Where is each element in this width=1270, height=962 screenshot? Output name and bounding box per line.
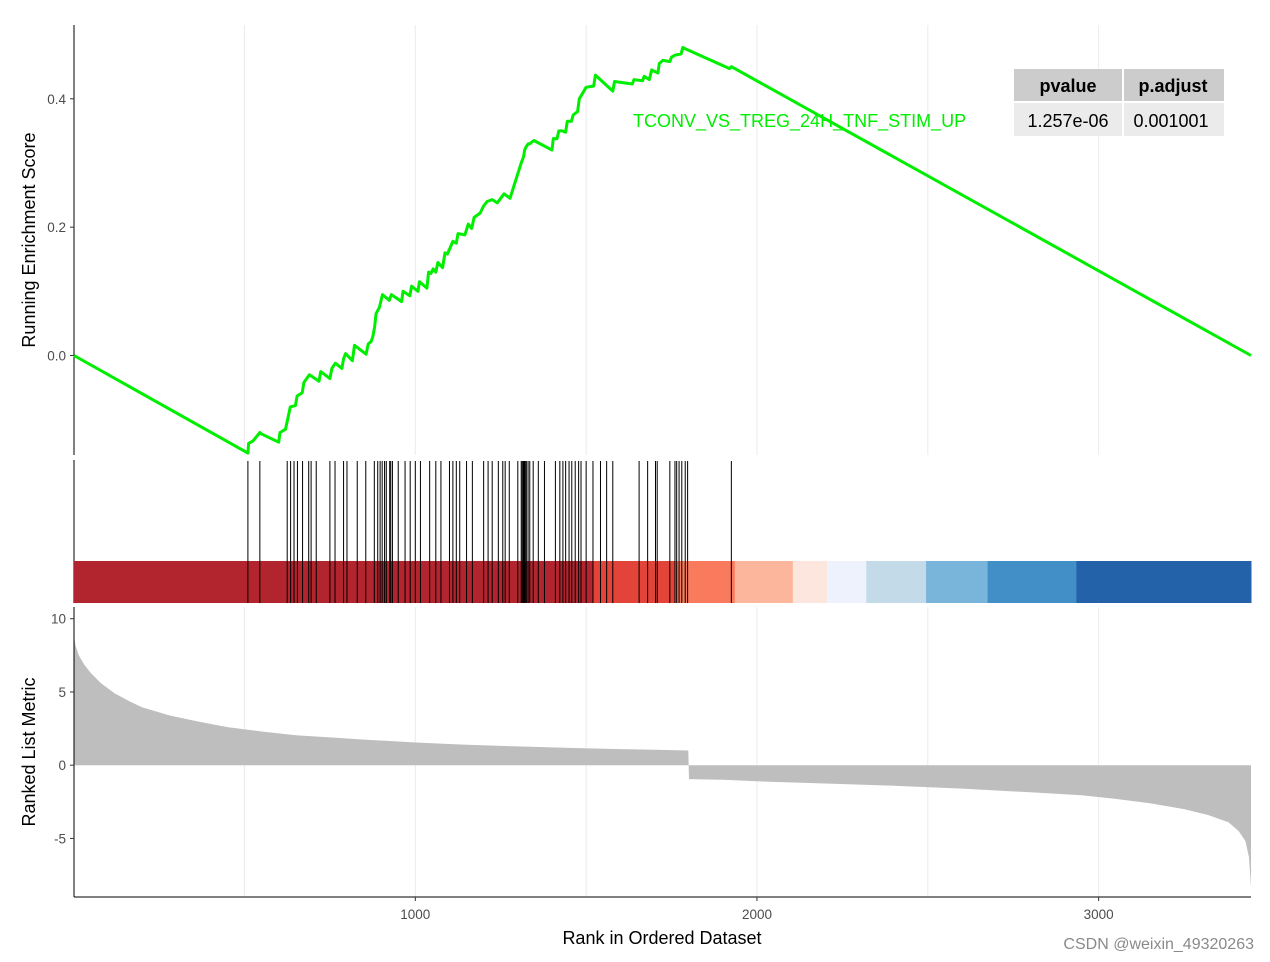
ranked-metric-y-ticks: -5 0 5 10 — [51, 612, 74, 846]
x-tick-label: 3000 — [1084, 907, 1114, 922]
gene-hit-lines — [247, 461, 732, 603]
hits-panel — [73, 460, 1252, 603]
enrichment-y-axis-title: Running Enrichment Score — [19, 132, 39, 347]
rank-color-bar — [74, 561, 1252, 603]
enrichment-panel: 0.00.20.4 TCONV_VS_TREG_24H_TNF_STIM_UP … — [19, 25, 1252, 455]
color-bar-segment — [792, 561, 828, 603]
color-bar-segment — [1076, 561, 1252, 603]
y-tick-label: 10 — [51, 612, 66, 627]
x-tick-label: 2000 — [742, 907, 772, 922]
enrichment-y-ticks: 0.0 0.2 0.4 — [47, 92, 74, 364]
y-tick-label: -5 — [54, 831, 66, 846]
y-tick-label: 0.2 — [47, 220, 66, 235]
x-ticks: 1000 2000 3000 — [400, 897, 1114, 922]
color-bar-segment — [827, 561, 867, 603]
pvalue-header: pvalue — [1039, 76, 1096, 96]
watermark: CSDN @weixin_49320263 — [1063, 936, 1254, 953]
enrichment-score-line — [73, 46, 1252, 455]
y-tick-label: 5 — [58, 685, 66, 700]
ranked-metric-area — [74, 634, 1251, 887]
x-tick-label: 1000 — [400, 907, 430, 922]
stats-header-cell — [1123, 69, 1224, 101]
stats-table: pvalue p.adjust 1.257e-06 0.001001 — [1014, 69, 1224, 136]
y-tick-label: 0.0 — [47, 349, 66, 364]
padjust-header: p.adjust — [1138, 76, 1207, 96]
ranked-metric-panel: -5 0 5 10 1000 2000 3000 Ranked List Metric R… — [19, 607, 1251, 948]
pvalue-value: 1.257e-06 — [1027, 111, 1108, 131]
enrichment-gridlines — [243, 25, 1100, 455]
y-tick-label: 0 — [58, 758, 66, 773]
padjust-value: 0.001001 — [1133, 111, 1208, 131]
stats-value-cell — [1014, 103, 1123, 136]
color-bar-segment — [866, 561, 927, 603]
color-bar-segment — [674, 561, 736, 603]
y-tick-label: 0.4 — [47, 92, 66, 107]
gene-set-label: TCONV_VS_TREG_24H_TNF_STIM_UP — [633, 111, 966, 132]
color-bar-segment — [74, 561, 594, 603]
ranked-metric-y-axis-title: Ranked List Metric — [19, 677, 39, 826]
stats-header-cell — [1014, 69, 1123, 101]
color-bar-segment — [592, 561, 676, 603]
color-bar-segment — [987, 561, 1077, 603]
color-bar-segment — [734, 561, 794, 603]
color-bar-segment — [926, 561, 989, 603]
stats-value-cell — [1123, 103, 1224, 136]
x-axis-title: Rank in Ordered Dataset — [562, 928, 761, 948]
